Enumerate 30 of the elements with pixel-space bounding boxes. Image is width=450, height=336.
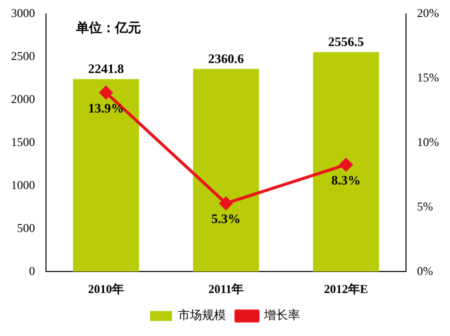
bar [193,68,260,272]
point [340,158,353,172]
x-tick-label: 2010年 [88,282,124,296]
y2-tick-label: 5% [417,199,434,214]
y2-tick-label: 10% [417,134,440,149]
y-tick-label: 2000 [11,92,35,106]
y-tick-label: 2500 [11,49,35,64]
y-tick-label: 1500 [11,134,35,149]
y-tick-label: 1000 [11,178,35,192]
bar [313,52,380,272]
legend-label: 市场规模 [178,308,226,322]
legend-label: 增长率 [263,308,300,322]
x-tick-label: 2011年 [208,282,244,296]
x-tick-label: 2012年E [324,282,368,296]
data-label: 2360.6 [208,50,244,66]
y-tick-label: 0 [29,264,35,278]
point [100,86,112,100]
y2-tick-label: 15% [417,70,440,85]
bar [73,79,139,272]
y2-tick-label: 20% [417,6,440,20]
data-label: 8.3% [331,172,361,188]
data-label: 2556.5 [328,34,364,49]
y-tick-label: 500 [17,220,35,235]
point [220,196,232,210]
data-label: 5.3% [211,211,241,226]
y-tick-label: 3000 [11,6,35,20]
y2-tick-label: 0% [417,264,434,278]
data-label: 13.9% [88,100,124,116]
annotation: 单位：亿元 [75,20,141,36]
data-label: 2241.8 [88,60,124,76]
